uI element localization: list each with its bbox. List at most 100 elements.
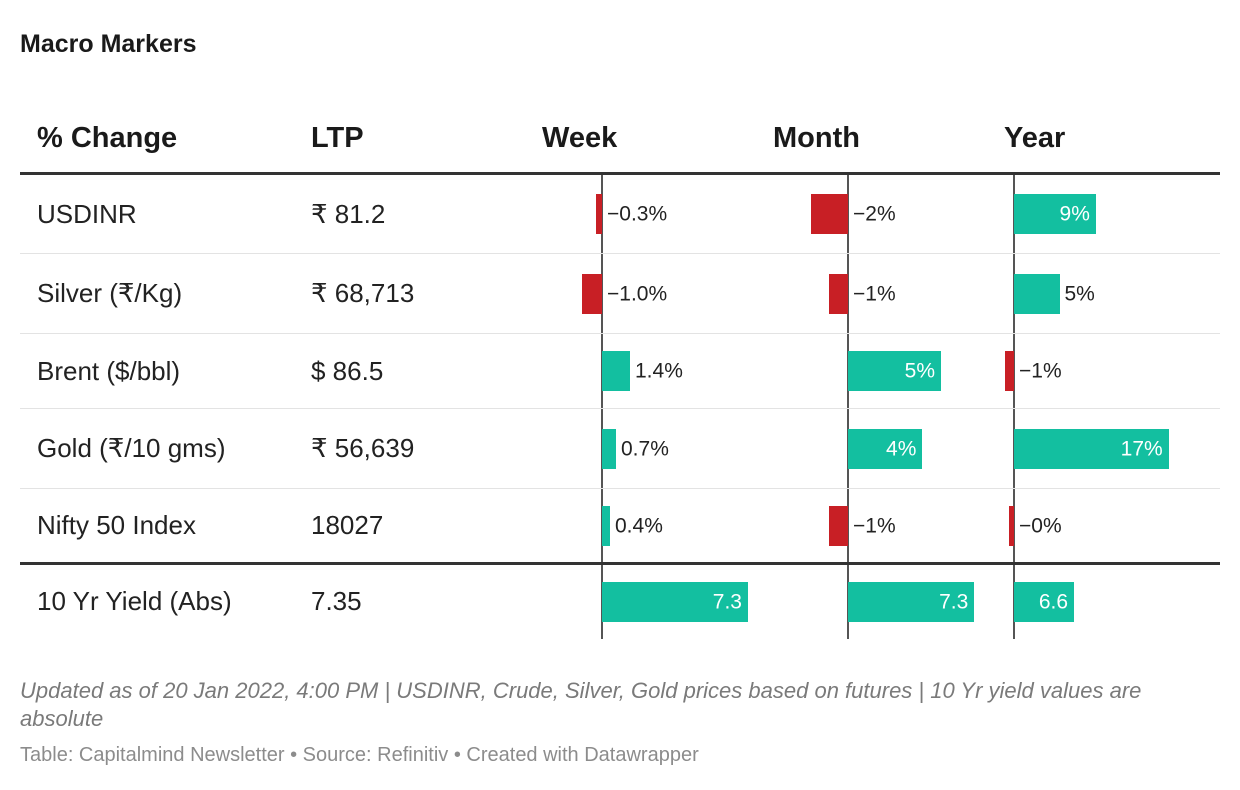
- month-bar-area: 4%: [773, 409, 1004, 488]
- year-value-label: 6.6: [1038, 590, 1069, 614]
- table-row: USDINR ₹ 81.2 −0.3% −2% 9%: [20, 174, 1220, 254]
- source-credit: Table: Capitalmind Newsletter • Source: …: [20, 744, 699, 766]
- row-name: Brent ($/bbl): [37, 355, 181, 386]
- table-row: Brent ($/bbl) $ 86.5 1.4% 5% −1%: [20, 334, 1220, 409]
- year-value-label: −1%: [1019, 359, 1062, 383]
- table-row: Silver (₹/Kg) ₹ 68,713 −1.0% −1% 5%: [20, 254, 1220, 334]
- row-ltp: ₹ 56,639: [311, 433, 415, 463]
- year-value-label: −0%: [1019, 514, 1062, 537]
- zero-axis-line: [847, 175, 849, 253]
- year-bar: [1014, 194, 1096, 234]
- week-bar-cell: −0.3%: [542, 174, 773, 254]
- year-bar-area: 9%: [1004, 175, 1220, 253]
- chart-title: Macro Markers: [20, 30, 197, 58]
- row-ltp: ₹ 81.2: [311, 198, 386, 229]
- month-bar: [810, 194, 848, 234]
- year-value-label: 5%: [1064, 282, 1095, 305]
- year-bar: [1009, 505, 1014, 546]
- week-bar: [602, 581, 748, 622]
- week-bar-cell: 0.7%: [542, 409, 773, 489]
- week-bar-cell: 1.4%: [542, 334, 773, 409]
- row-name: Nifty 50 Index: [37, 510, 196, 540]
- month-value-label: 4%: [886, 437, 917, 460]
- month-value-label: 5%: [904, 359, 935, 383]
- month-bar: [829, 273, 848, 314]
- week-bar: [602, 505, 610, 546]
- week-bar-cell: 0.4%: [542, 489, 773, 564]
- month-value-label: −1%: [853, 282, 896, 305]
- month-bar-area: 5%: [773, 334, 1004, 408]
- week-value-label: −1.0%: [607, 282, 668, 305]
- zero-axis-line: [601, 254, 603, 333]
- week-bar-cell: 7.3: [542, 564, 773, 639]
- month-bar-cell: 4%: [773, 409, 1004, 489]
- year-bar-cell: 9%: [1004, 174, 1220, 254]
- week-bar-area: −1.0%: [542, 254, 773, 333]
- row-name: Gold (₹/10 gms): [37, 433, 226, 463]
- year-bar: [1004, 351, 1014, 391]
- month-bar: [848, 428, 923, 469]
- month-bar: [848, 581, 975, 622]
- footnote: Updated as of 20 Jan 2022, 4:00 PM | USD…: [20, 678, 1142, 731]
- month-bar: [848, 351, 941, 391]
- zero-axis-line: [847, 489, 849, 562]
- year-bar-area: −0%: [1004, 489, 1220, 562]
- header-ltp: LTP: [311, 121, 364, 154]
- month-bar-area: −1%: [773, 489, 1004, 562]
- month-value-label: 7.3: [939, 590, 969, 614]
- header-row: % Change LTP Week Month Year: [20, 104, 1220, 174]
- row-ltp: 18027: [311, 510, 384, 540]
- week-bar-area: 0.4%: [542, 489, 773, 562]
- year-bar-area: 6.6: [1004, 565, 1220, 639]
- week-value-label: 0.7%: [621, 437, 669, 460]
- week-bar: [596, 194, 602, 234]
- header-year: Year: [1004, 121, 1066, 154]
- year-bar-cell: 6.6: [1004, 564, 1220, 639]
- week-bar: [602, 351, 630, 391]
- row-name: 10 Yr Yield (Abs): [37, 586, 232, 617]
- year-bar-area: 5%: [1004, 254, 1220, 333]
- row-name: Silver (₹/Kg): [37, 278, 183, 308]
- week-bar-area: 1.4%: [542, 334, 773, 408]
- month-value-label: −1%: [853, 514, 896, 537]
- header-week: Week: [542, 121, 618, 154]
- row-name: USDINR: [37, 198, 137, 229]
- week-bar: [602, 428, 616, 469]
- month-bar-area: 7.3: [773, 565, 1004, 639]
- table-row: 10 Yr Yield (Abs) 7.35 7.3 7.3 6.6: [20, 564, 1220, 639]
- year-bar-cell: 17%: [1004, 409, 1220, 489]
- row-ltp: $ 86.5: [311, 355, 384, 386]
- macro-table: % Change LTP Week Month Year USDINR ₹ 81…: [20, 104, 1220, 639]
- year-bar-cell: −0%: [1004, 489, 1220, 564]
- year-bar-cell: 5%: [1004, 254, 1220, 334]
- month-bar: [829, 505, 848, 546]
- week-value-label: 0.4%: [615, 514, 663, 537]
- zero-axis-line: [601, 175, 603, 253]
- week-value-label: 7.3: [712, 590, 742, 614]
- header-change: % Change: [37, 121, 178, 154]
- week-bar-area: 0.7%: [542, 409, 773, 488]
- year-value-label: 9%: [1059, 202, 1090, 226]
- month-bar-cell: −1%: [773, 489, 1004, 564]
- table-row: Nifty 50 Index 18027 0.4% −1% −0%: [20, 489, 1220, 564]
- week-bar-cell: −1.0%: [542, 254, 773, 334]
- row-ltp: 7.35: [311, 586, 362, 617]
- header-month: Month: [773, 121, 860, 154]
- week-value-label: −0.3%: [607, 202, 668, 226]
- year-bar: [1014, 581, 1075, 622]
- year-bar-area: 17%: [1004, 409, 1220, 488]
- month-bar-cell: 5%: [773, 334, 1004, 409]
- week-bar-area: 7.3: [542, 565, 773, 639]
- year-bar-cell: −1%: [1004, 334, 1220, 409]
- month-bar-area: −1%: [773, 254, 1004, 333]
- month-bar-area: −2%: [773, 175, 1004, 253]
- year-bar: [1014, 428, 1169, 469]
- year-bar-area: −1%: [1004, 334, 1220, 408]
- week-bar: [582, 273, 602, 314]
- month-value-label: −2%: [853, 202, 896, 226]
- row-ltp: ₹ 68,713: [311, 278, 415, 308]
- zero-axis-line: [1013, 334, 1015, 408]
- table-row: Gold (₹/10 gms) ₹ 56,639 0.7% 4% 17%: [20, 409, 1220, 489]
- week-bar-area: −0.3%: [542, 175, 773, 253]
- zero-axis-line: [1013, 489, 1015, 562]
